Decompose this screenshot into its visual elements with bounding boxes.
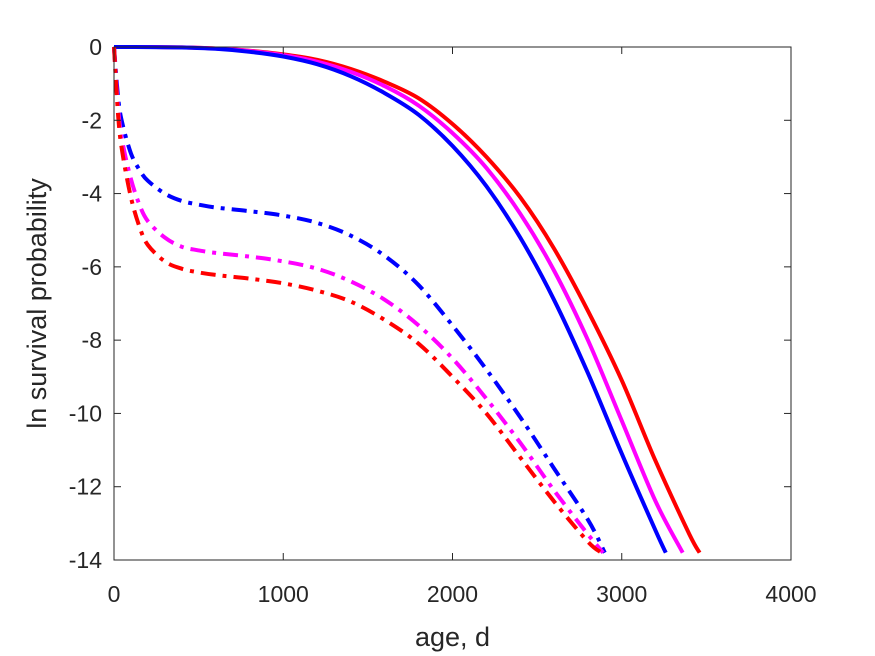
x-axis-title: age, d [415,622,490,652]
y-tick-label: -14 [69,547,102,573]
y-tick-label: -12 [69,474,102,500]
x-tick-label: 3000 [596,581,647,607]
x-tick-label: 0 [108,581,121,607]
y-tick-label: -4 [82,181,103,207]
y-tick-label: -6 [82,254,102,280]
dashdot-series-line-3 [112,46,607,554]
x-tick-label: 2000 [427,581,478,607]
y-tick-label: -2 [82,107,102,133]
y-axis-title: ln survival probability [22,178,52,429]
series-layer [112,45,702,555]
tick-layer: 0 1000 2000 3000 4000 0 -2 -4 -6 -8 -10 -12 -14 [69,34,817,607]
y-tick-label: -8 [82,327,102,353]
y-tick-label: 0 [89,34,102,60]
y-tick-label: -10 [69,400,102,426]
x-tick-label: 1000 [258,581,309,607]
solid-series-line-2 [113,45,668,554]
x-tick-label: 4000 [765,581,816,607]
dashdot-series-line-4 [112,46,605,554]
plot-box [113,46,792,561]
